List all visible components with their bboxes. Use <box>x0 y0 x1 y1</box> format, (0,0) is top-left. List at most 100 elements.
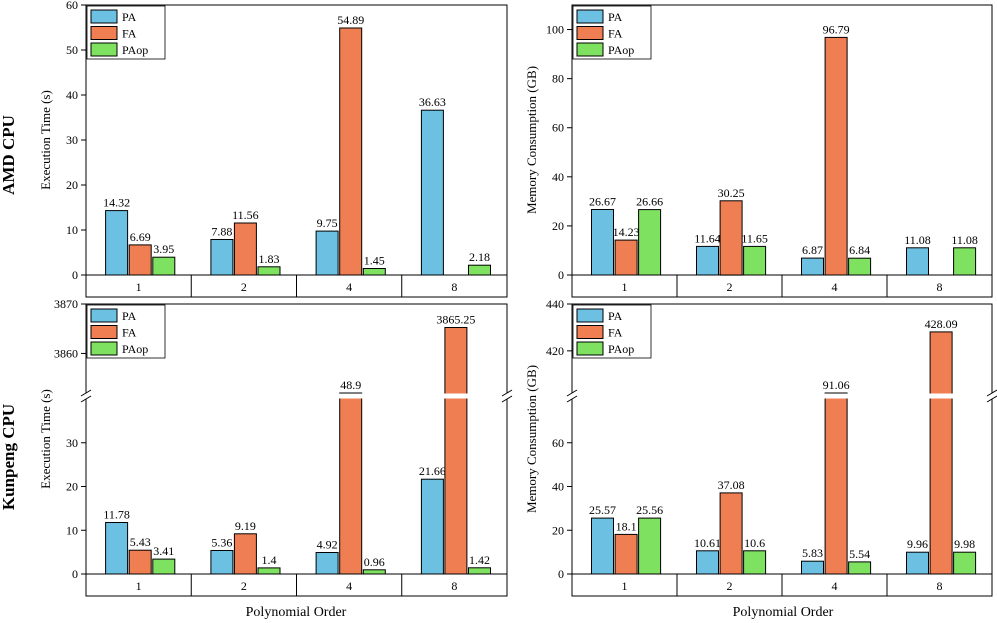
kp-mem-bar-paop-8 <box>953 551 977 575</box>
kp-mem-ytick-label-0: 0 <box>558 567 564 581</box>
kp-mem-label-pa-8: 9.96 <box>907 537 928 551</box>
amd-time-bar-pa-1 <box>105 210 129 276</box>
amd-time-label-fa-1: 6.69 <box>130 230 151 244</box>
amd-mem-legend-swatch-paop <box>576 42 604 57</box>
kp-time-label-paop-1: 3.41 <box>153 544 174 558</box>
kp-mem-bar-pa-2 <box>696 550 719 575</box>
amd-time-ytick-label-0: 0 <box>72 268 78 282</box>
amd-mem-label-pa-8: 11.08 <box>904 233 931 247</box>
amd-time-legend-swatch-fa <box>90 26 118 40</box>
kp-mem-bar-paop-1 <box>638 517 662 575</box>
amd-time-bar-pa-8 <box>420 109 444 276</box>
amd-time-category-label-8: 8 <box>451 280 457 294</box>
x-axis-title-right: Polynomial Order <box>732 605 834 620</box>
amd-mem-bar-pa-4 <box>801 257 824 276</box>
kp-mem-bar-pa-1 <box>591 517 614 575</box>
amd-mem-ytick-label-0: 0 <box>558 268 564 282</box>
amd-mem-bar-pa-8 <box>906 247 929 276</box>
amd-time-label-paop-2: 1.83 <box>259 252 280 266</box>
amd-time-bar-pa-4 <box>315 230 339 276</box>
amd-time-category-label-1: 1 <box>136 280 142 294</box>
kp-time-category-label-1: 1 <box>136 579 142 593</box>
kp-time-bar-fa-1 <box>128 549 152 575</box>
kp-mem-ytick-label-60: 60 <box>552 436 564 450</box>
amd-time-legend-label-paop: PAop <box>122 43 148 57</box>
kp-time-bar-fa-8 <box>444 327 468 575</box>
kp-mem-break-line-0b <box>566 395 578 403</box>
amd-time-bar-fa-4 <box>339 27 363 276</box>
amd-mem-legend-label-pa: PA <box>608 10 623 24</box>
amd-time-category-label-4: 4 <box>346 280 352 294</box>
amd-mem-bar-paop-2 <box>743 245 767 276</box>
kp-mem-legend-label-fa: FA <box>608 326 623 340</box>
kp-time-label-paop-8: 1.42 <box>469 553 490 567</box>
amd-time-label-pa-8: 36.63 <box>419 95 446 109</box>
kp-mem-bar-fa-1 <box>614 533 638 575</box>
amd-time-ytick-label-60: 60 <box>66 0 78 12</box>
kp-time-legend-swatch-pa <box>90 308 118 323</box>
kp-mem-label-fa-4: 91.06 <box>823 378 850 392</box>
amd-mem-bar-pa-2 <box>696 245 719 276</box>
kp-time-label-paop-4: 0.96 <box>364 555 385 569</box>
amd-mem-legend-swatch-pa <box>576 9 604 24</box>
kp-mem-bar-fa-4 <box>824 392 848 575</box>
amd-time-ytick-label-20: 20 <box>66 178 78 192</box>
kp-time-break-line-0b <box>80 395 92 403</box>
kp-time-break-mask-0 <box>84 393 88 399</box>
kp-time-ytick-label-10: 10 <box>66 523 78 537</box>
amd-time-legend-swatch-paop <box>90 42 118 57</box>
kp-mem-label-fa-1: 18.1 <box>616 519 637 533</box>
kp-time-break-mask-1 <box>505 393 509 399</box>
amd-time-label-pa-1: 14.32 <box>103 196 130 210</box>
amd-time-bar-paop-4 <box>362 268 386 276</box>
kp-time-bar-pa-1 <box>105 522 129 575</box>
kp-mem-bar-fa-8 <box>929 331 953 575</box>
amd-time-bar-paop-8 <box>468 264 491 276</box>
amd-time-bar-fa-1 <box>128 244 152 276</box>
kp-time-break-line-0a <box>80 389 92 397</box>
amd-time-ytick-label-10: 10 <box>66 223 78 237</box>
kp-mem-legend-label-pa: PA <box>608 309 623 323</box>
amd-mem-ytick-label-20: 20 <box>552 219 564 233</box>
amd-mem-bar-fa-1 <box>614 239 638 276</box>
kp-mem-category-label-4: 4 <box>832 579 838 593</box>
amd-mem-label-pa-4: 6.87 <box>802 243 823 257</box>
amd-time-label-fa-2: 11.56 <box>232 208 259 222</box>
amd-time-y-axis-title: Execution Time (s) <box>38 90 53 190</box>
kp-time-bar-gap-fa-8 <box>443 393 468 399</box>
amd-mem-bar-pa-1 <box>591 209 614 276</box>
amd-mem-bar-paop-4 <box>848 257 872 276</box>
kp-mem-break-line-0a <box>566 389 578 397</box>
amd-mem-label-fa-1: 14.23 <box>613 225 640 239</box>
kp-mem-label-pa-2: 10.61 <box>694 536 721 550</box>
amd-time-label-pa-4: 9.75 <box>317 216 338 230</box>
kp-mem-legend-label-paop: PAop <box>608 342 634 356</box>
kp-mem-ytick-label-420: 420 <box>546 344 564 358</box>
kp-time-label-pa-4: 4.92 <box>317 538 338 552</box>
amd-time-bar-fa-2 <box>233 222 257 276</box>
kp-time-bar-pa-8 <box>420 478 444 575</box>
kp-mem-y-axis-title: Memory Consumption (GB) <box>524 365 539 513</box>
amd-mem-label-paop-8: 11.08 <box>951 233 978 247</box>
kp-mem-label-paop-8: 9.98 <box>954 537 975 551</box>
kp-time-bar-paop-4 <box>362 569 386 575</box>
kp-time-label-pa-2: 5.36 <box>211 536 232 550</box>
amd-mem-ytick-label-60: 60 <box>552 121 564 135</box>
kp-mem-bar-pa-8 <box>906 551 929 575</box>
kp-time-label-pa-8: 21.66 <box>419 464 446 478</box>
kp-time-category-label-2: 2 <box>241 579 247 593</box>
kp-time-ytick-label-3860: 3860 <box>54 346 78 360</box>
amd-mem-y-axis-title: Memory Consumption (GB) <box>524 66 539 214</box>
amd-time-label-fa-4: 54.89 <box>337 13 364 27</box>
amd-mem-ytick-label-40: 40 <box>552 170 564 184</box>
kp-mem-break-line-1b <box>986 395 997 403</box>
kp-time-bar-pa-2 <box>210 550 234 575</box>
kp-time-legend-label-fa: FA <box>122 326 137 340</box>
kp-time-break-line-1a <box>501 389 513 397</box>
amd-time-legend-label-pa: PA <box>122 10 137 24</box>
kp-mem-label-pa-1: 25.57 <box>589 503 616 517</box>
amd-mem-bar-paop-8 <box>953 247 977 276</box>
kp-mem-break-mask-1 <box>990 393 994 399</box>
kp-mem-bar-gap-fa-4 <box>824 393 849 399</box>
